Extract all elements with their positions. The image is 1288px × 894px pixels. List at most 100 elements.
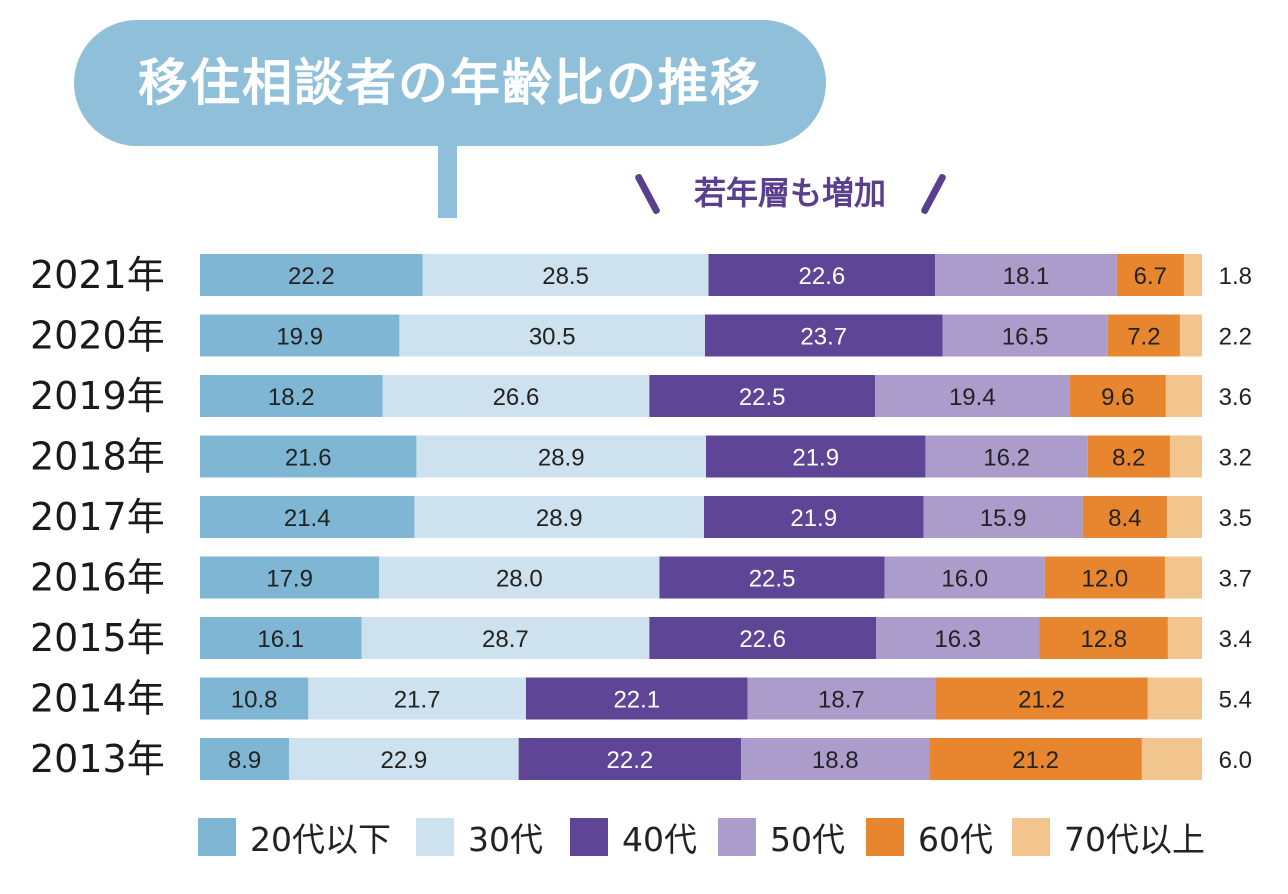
bar-segment (747, 677, 936, 720)
data-label: 23.7 (800, 324, 847, 351)
bar-segment (1147, 677, 1202, 720)
bar-segment (382, 375, 650, 417)
bar-segment (1082, 496, 1167, 538)
y-tick-label: 2020年 (30, 314, 165, 358)
bar-segment (1165, 375, 1202, 417)
bar-segment (935, 677, 1148, 720)
bar-segment (289, 738, 519, 780)
bar-segment (649, 617, 877, 659)
legend-item: 30代 (416, 812, 543, 862)
bar-segment (414, 496, 705, 538)
legend-label: 30代 (468, 820, 543, 859)
bar-segment (704, 496, 924, 538)
data-label: 21.9 (792, 445, 839, 472)
bar-segment (1167, 617, 1202, 659)
annotation: 若年層も増加 (620, 168, 960, 218)
bar-segment (929, 738, 1142, 780)
data-label: 8.4 (1108, 505, 1141, 532)
y-tick-label: 2014年 (30, 677, 165, 721)
bar-segment (1183, 254, 1202, 296)
legend-swatch (416, 818, 454, 856)
data-label: 9.6 (1101, 384, 1134, 411)
data-label: 19.4 (949, 384, 996, 411)
annotation-text: 若年層も増加 (693, 174, 886, 212)
y-tick-label: 2018年 (30, 435, 165, 479)
data-label: 12.8 (1080, 626, 1127, 653)
bar-segment (1141, 738, 1202, 780)
bar-segment (649, 375, 876, 417)
bar-segment (416, 435, 707, 478)
bar-segment (518, 738, 742, 780)
y-tick-label: 2017年 (30, 495, 165, 539)
data-label: 22.5 (739, 384, 786, 411)
bar-segment (200, 556, 380, 599)
bar-segment (705, 314, 943, 357)
bar-segment (308, 677, 526, 720)
data-label: 21.7 (394, 687, 441, 714)
y-tick-label: 2016年 (30, 556, 165, 600)
data-label: 22.2 (607, 747, 654, 774)
bar-segment (200, 617, 362, 659)
data-label: 28.9 (536, 505, 583, 532)
data-label: 18.2 (268, 384, 315, 411)
legend-item: 40代 (570, 812, 697, 862)
data-label: 21.4 (284, 505, 331, 532)
data-label: 19.9 (276, 324, 323, 351)
data-label: 16.0 (941, 566, 988, 593)
data-label: 28.7 (482, 626, 529, 653)
data-label: 22.6 (739, 626, 786, 653)
bar-segment (1039, 617, 1168, 659)
bar-segment (706, 435, 926, 478)
bar-segment (200, 375, 383, 417)
data-label-outside: 2.2 (1219, 324, 1252, 351)
y-tick-label: 2019年 (30, 374, 165, 418)
bar-segment (942, 314, 1108, 357)
data-label: 28.9 (538, 445, 585, 472)
data-label: 15.9 (980, 505, 1027, 532)
legend-swatch (718, 818, 756, 856)
data-label: 12.0 (1082, 566, 1129, 593)
bar-segment (1166, 496, 1202, 538)
y-tick-label: 2021年 (30, 253, 165, 297)
data-label: 18.8 (812, 747, 859, 774)
legend-label: 70代以上 (1064, 820, 1205, 859)
bar-segment (1116, 254, 1184, 296)
legend-label: 50代 (770, 820, 845, 859)
legend-item: 20代以下 (198, 812, 391, 862)
data-label: 21.6 (285, 445, 332, 472)
data-label: 22.1 (613, 687, 660, 714)
data-label: 16.2 (983, 445, 1030, 472)
bar-segment (1107, 314, 1180, 357)
bar-segment (399, 314, 706, 357)
data-label: 17.9 (266, 566, 313, 593)
title-bubble-pointer (438, 142, 457, 218)
data-label: 6.7 (1134, 263, 1167, 290)
bar-segment (659, 556, 885, 599)
data-label-outside: 3.6 (1219, 384, 1252, 411)
data-label-outside: 3.2 (1219, 445, 1252, 472)
data-label: 30.5 (529, 324, 576, 351)
data-label: 16.1 (257, 626, 304, 653)
y-tick-label: 2015年 (30, 616, 165, 660)
legend-item: 70代以上 (1012, 812, 1205, 862)
data-label-outside: 1.8 (1219, 263, 1252, 290)
data-label: 8.2 (1112, 445, 1145, 472)
data-label: 28.5 (542, 263, 589, 290)
y-tick-label: 2013年 (30, 737, 165, 781)
legend-item: 50代 (718, 812, 845, 862)
legend-swatch (866, 818, 904, 856)
data-label: 22.2 (288, 263, 335, 290)
bar-segment (200, 496, 415, 538)
data-label-outside: 3.7 (1219, 566, 1252, 593)
data-label-outside: 3.5 (1219, 505, 1252, 532)
data-label: 8.9 (228, 747, 261, 774)
data-label: 26.6 (493, 384, 540, 411)
data-label: 18.7 (818, 687, 865, 714)
legend-swatch (198, 818, 236, 856)
bar-segment (200, 435, 417, 478)
bar-segment (200, 254, 423, 296)
legend-swatch (570, 818, 608, 856)
bar-segment (379, 556, 660, 599)
bar-segment (925, 435, 1088, 478)
